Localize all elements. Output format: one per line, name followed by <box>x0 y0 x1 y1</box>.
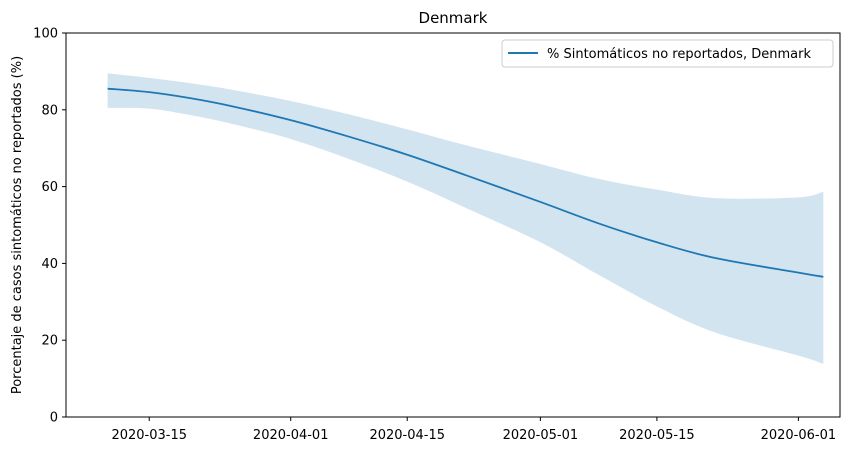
y-axis-title: Porcentaje de casos sintomáticos no repo… <box>10 56 25 394</box>
x-tick-label-1: 2020-04-01 <box>253 428 329 443</box>
x-tick-label-5: 2020-06-01 <box>761 428 837 443</box>
x-tick-label-0: 2020-03-15 <box>111 428 187 443</box>
x-tick-label-4: 2020-05-15 <box>619 428 695 443</box>
legend-label: % Sintomáticos no reportados, Denmark <box>547 47 811 62</box>
y-tick-label-2: 40 <box>41 257 58 272</box>
y-tick-label-4: 80 <box>41 103 58 118</box>
series-line-0 <box>107 87 824 278</box>
legend: % Sintomáticos no reportados, Denmark <box>501 39 834 68</box>
confidence-band-0 <box>107 73 824 365</box>
x-tick-label-3: 2020-05-01 <box>503 428 579 443</box>
plot-frame <box>65 32 841 418</box>
y-axis-ticks: 0 20 40 60 80 100 <box>33 27 66 426</box>
y-tick-label-5: 100 <box>33 27 58 42</box>
x-axis-ticks: 2020-03-15 2020-04-01 2020-04-15 2020-05-01… <box>111 417 836 443</box>
confidence-band-layer <box>107 73 824 365</box>
chart-title: Denmark <box>419 9 488 27</box>
x-tick-label-2: 2020-04-15 <box>369 428 445 443</box>
y-tick-label-0: 0 <box>50 411 58 426</box>
legend-box <box>501 39 834 68</box>
plot-background <box>66 33 840 417</box>
y-tick-label-3: 60 <box>41 180 58 195</box>
y-tick-label-1: 20 <box>41 334 58 349</box>
series-line-layer <box>107 87 824 278</box>
